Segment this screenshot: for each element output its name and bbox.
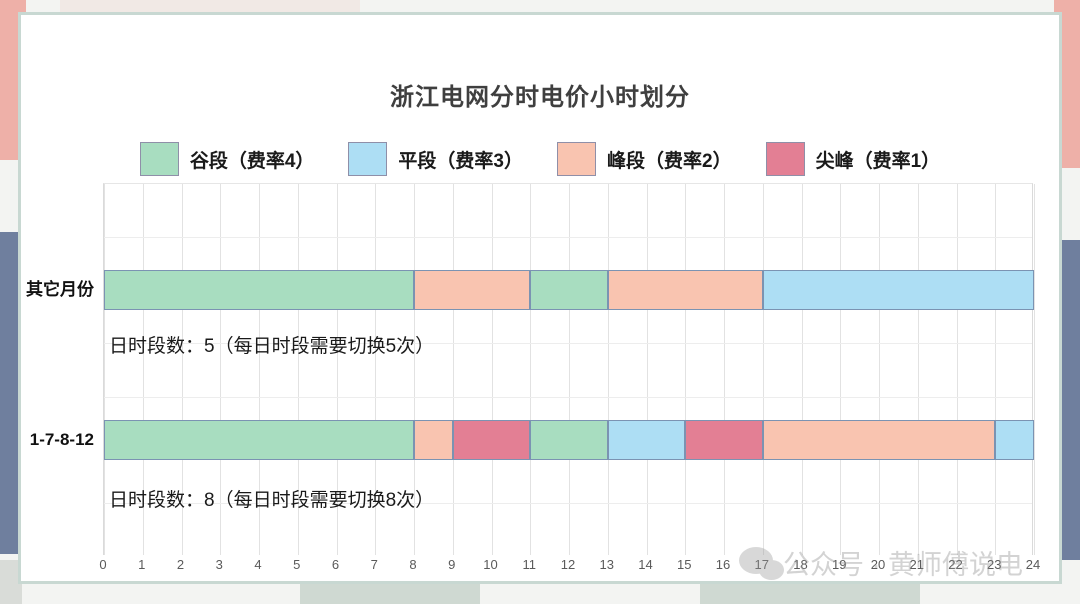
x-tick-label: 8: [409, 557, 417, 572]
plot-grid: 其它月份 1-7-8-12: [26, 183, 1035, 555]
x-tick-label: 0: [99, 557, 107, 572]
bar-segment-sharp[interactable]: [685, 420, 763, 460]
gridline-vertical: [840, 184, 842, 555]
bar-segment-valley[interactable]: [530, 270, 608, 310]
x-tick-label: 21: [909, 557, 924, 572]
legend-label-valley: 谷段（费率4）: [189, 150, 315, 172]
gridline-vertical: [685, 184, 687, 555]
x-tick-label: 15: [677, 557, 692, 572]
x-tick-label: 7: [370, 557, 378, 572]
row-annotation: 日时段数：5（每日时段需要切换5次）: [109, 336, 435, 357]
bar-segment-peak[interactable]: [762, 420, 996, 460]
bar-segment-flat[interactable]: [762, 270, 1034, 310]
background-strip-left-bottom: [0, 560, 22, 604]
gridline-vertical: [762, 184, 764, 555]
chart-title: 浙江电网分时电价小时划分: [390, 84, 690, 111]
gridline-vertical: [801, 184, 803, 555]
gridline-horizontal: [104, 503, 1032, 504]
x-tick-label: 23: [987, 557, 1002, 572]
chart-card: 浙江电网分时电价小时划分 谷段（费率4） 平段（费率3） 峰段（费率2） 尖峰（费率1…: [18, 12, 1062, 584]
bar-segment-flat[interactable]: [607, 420, 686, 460]
gridline-vertical: [181, 184, 183, 555]
x-tick-label: 18: [793, 557, 808, 572]
row-annotation: 日时段数：8（每日时段需要切换8次）: [109, 490, 435, 511]
gridline-vertical: [1034, 184, 1035, 555]
bar-row: 1-7-8-12: [30, 420, 1034, 460]
bar-segment-valley[interactable]: [530, 420, 608, 460]
gridline-vertical: [607, 184, 609, 555]
legend-label-sharp: 尖峰（费率1）: [815, 150, 941, 172]
bar-segment-flat[interactable]: [995, 420, 1034, 460]
gridline-vertical: [142, 184, 144, 555]
legend-swatch-flat: [348, 142, 388, 176]
gridline-vertical: [336, 184, 338, 555]
x-tick-label: 17: [754, 557, 769, 572]
gridline-vertical: [220, 184, 222, 555]
gridline-vertical: [569, 184, 570, 555]
bar-segment-valley[interactable]: [104, 270, 414, 310]
legend-item-flat[interactable]: 平段（费率3）: [348, 142, 523, 176]
bar-row: 其它月份: [26, 270, 1034, 310]
legend-swatch-valley: [139, 142, 179, 176]
gridline-vertical: [917, 184, 919, 555]
chart-legend: 谷段（费率4） 平段（费率3） 峰段（费率2） 尖峰（费率1）: [21, 142, 1059, 176]
x-tick-label: 6: [331, 557, 340, 572]
background-strip-right-middle: [1058, 240, 1080, 560]
bar-segment-peak[interactable]: [607, 270, 763, 310]
plot-area: 其它月份 1-7-8-12: [26, 183, 1035, 555]
gridline-horizontal: [104, 237, 1032, 238]
gridline-vertical: [646, 184, 648, 555]
x-tick-label: 16: [715, 557, 731, 572]
x-tick-label: 13: [599, 557, 614, 572]
x-tick-label: 1: [138, 557, 146, 572]
bar-segment-peak[interactable]: [414, 270, 531, 310]
x-axis: 0 1 2 3 4 5 6 7 8 9 10 11 12 13 14 15 16 17 18 19 20 21 22 23 24: [99, 557, 1040, 583]
gridline-vertical: [104, 184, 105, 555]
x-tick-label: 11: [522, 557, 537, 572]
gridline-horizontal: [104, 343, 1032, 344]
x-tick-label: 3: [215, 557, 223, 572]
gridline-horizontal: [104, 397, 1032, 398]
legend-item-peak[interactable]: 峰段（费率2）: [557, 142, 732, 176]
legend-swatch-sharp: [765, 142, 805, 176]
x-tick-label: 5: [293, 557, 301, 572]
x-tick-label: 24: [1025, 557, 1041, 572]
gridline-vertical: [879, 184, 880, 555]
gridline-vertical: [724, 184, 725, 555]
x-tick-label: 2: [176, 557, 185, 572]
gridline-vertical: [956, 184, 958, 555]
bar-segment-sharp[interactable]: [452, 420, 531, 460]
legend-item-sharp[interactable]: 尖峰（费率1）: [765, 142, 941, 176]
x-tick-label: 22: [948, 557, 963, 572]
gridline-vertical: [414, 184, 415, 555]
gridline-vertical: [995, 184, 997, 555]
x-tick-label: 10: [483, 557, 498, 572]
gridline-vertical: [297, 184, 299, 555]
background-strip-left-middle: [0, 232, 22, 554]
bar-segment-peak[interactable]: [414, 420, 453, 460]
x-tick-label: 20: [870, 557, 886, 572]
gridline-vertical: [491, 184, 493, 555]
category-label: 1-7-8-12: [29, 430, 94, 449]
gridline-vertical: [530, 184, 532, 555]
legend-swatch-peak: [557, 142, 596, 176]
legend-item-valley[interactable]: 谷段（费率4）: [139, 142, 315, 176]
bar-segment-valley[interactable]: [104, 420, 414, 460]
category-label: 其它月份: [26, 280, 94, 299]
x-tick-label: 4: [254, 557, 262, 572]
legend-label-flat: 平段（费率3）: [398, 150, 523, 172]
gridline-vertical: [375, 184, 377, 555]
x-tick-label: 9: [448, 557, 456, 572]
x-tick-label: 19: [832, 557, 847, 572]
x-tick-label: 14: [638, 557, 653, 572]
legend-label-peak: 峰段（费率2）: [607, 150, 732, 172]
gridline-vertical: [452, 184, 454, 555]
x-tick-label: 12: [560, 557, 576, 572]
gridline-vertical: [259, 184, 260, 555]
